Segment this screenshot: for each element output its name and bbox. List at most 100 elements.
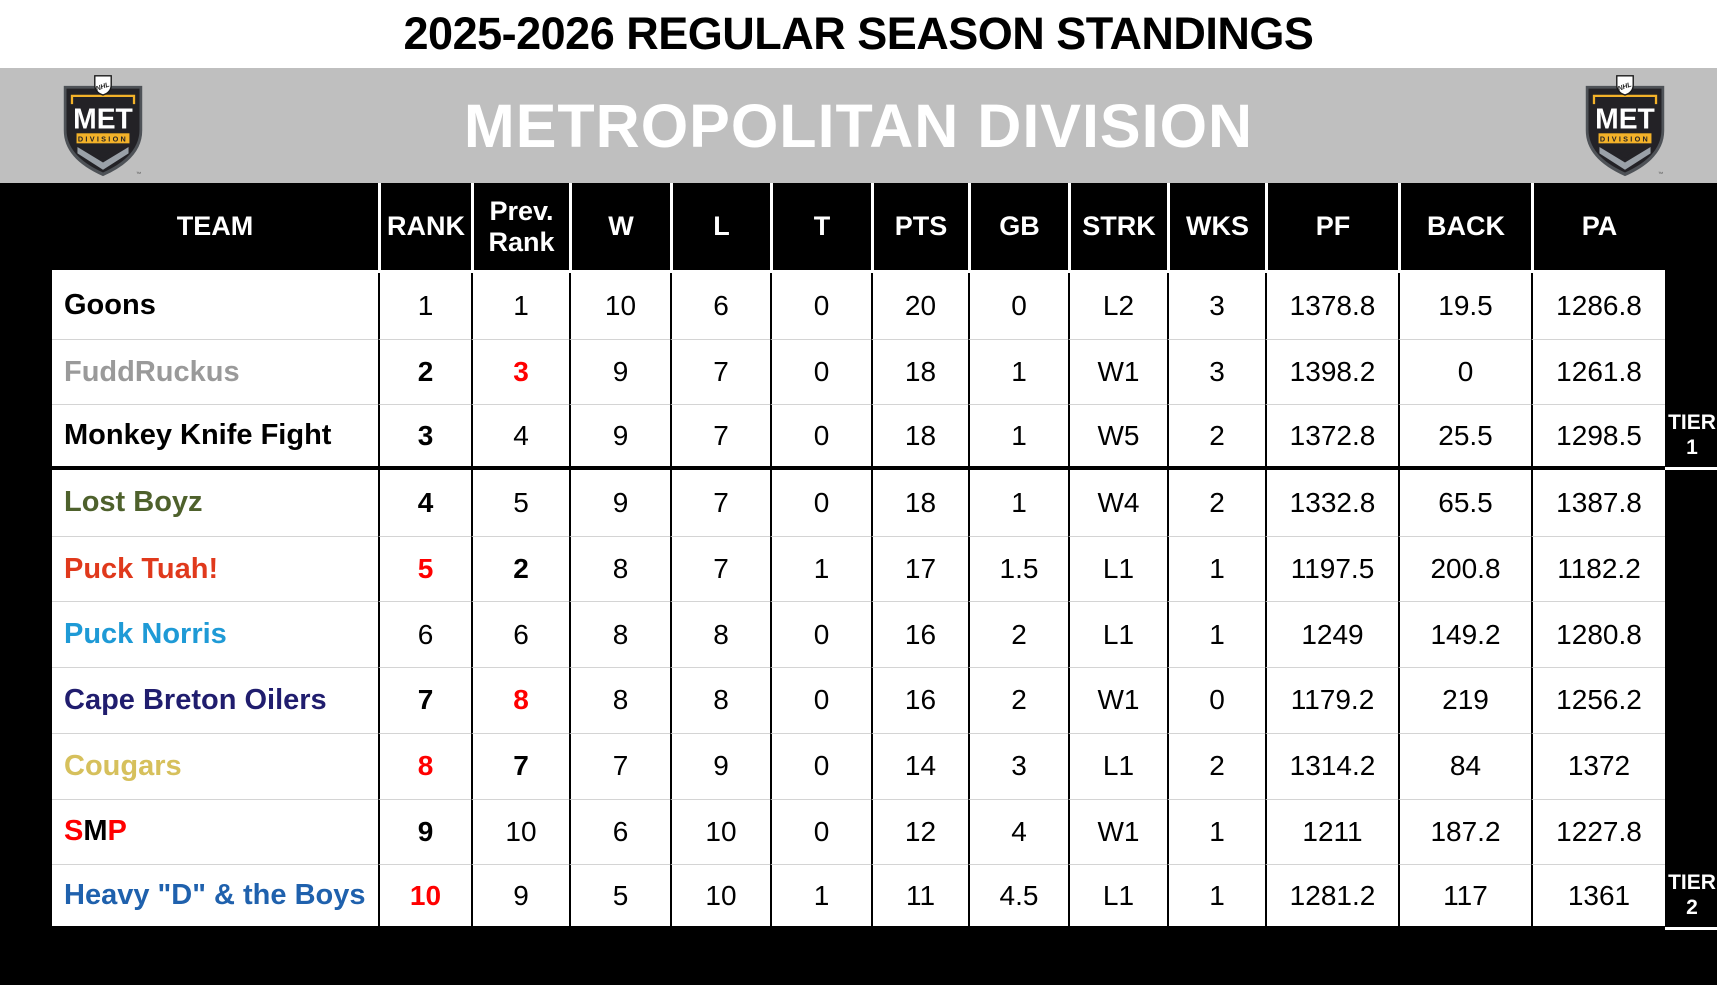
cell-pf: 1197.5 — [1265, 535, 1398, 602]
cell-pf: 1332.8 — [1265, 470, 1398, 536]
cell-pa: 1387.8 — [1531, 470, 1665, 536]
cell-wks: 1 — [1167, 535, 1265, 602]
logo-trademark: ™ — [1658, 171, 1663, 177]
cell-pf: 1211 — [1265, 798, 1398, 865]
cell-prev: 4 — [471, 404, 569, 471]
division-band: MET DIVISION NHL ™ METROPOLITAN DIVISION… — [0, 68, 1717, 183]
cell-pf: 1314.2 — [1265, 732, 1398, 799]
logo-trademark: ™ — [136, 171, 141, 177]
cell-gb: 1 — [968, 470, 1068, 536]
cell-prev: 7 — [471, 732, 569, 799]
nhl-badge-icon: NHL — [94, 75, 112, 96]
team-name: Puck Tuah! — [52, 535, 378, 602]
cell-prev: 9 — [471, 864, 569, 930]
team-row: Lost Boyz 4 5 9 7 0 18 1 W4 2 1332.8 65.5 1387.8 TIER… — [52, 470, 1717, 930]
cell-gb: 4.5 — [968, 864, 1068, 930]
cell-gb: 2 — [968, 601, 1068, 668]
cell-wks: 1 — [1167, 601, 1265, 668]
cell-wks: 1 — [1167, 864, 1265, 930]
header-t: T — [770, 183, 871, 273]
cell-wks: 3 — [1167, 273, 1265, 339]
cell-pf: 1372.8 — [1265, 404, 1398, 471]
cell-gb: 0 — [968, 273, 1068, 339]
team-name-letter: S — [64, 815, 84, 848]
tier-2-label: TIER 2 — [1665, 470, 1717, 930]
cell-pts: 16 — [871, 601, 968, 668]
cell-prev: 2 — [471, 535, 569, 602]
nhl-badge-icon: NHL — [1616, 75, 1634, 96]
cell-l: 7 — [670, 338, 770, 405]
cell-prev: 1 — [471, 273, 569, 339]
cell-rank: 7 — [378, 667, 471, 733]
cell-l: 10 — [670, 864, 770, 930]
cell-t: 0 — [770, 798, 871, 865]
cell-t: 1 — [770, 535, 871, 602]
team-row: Monkey Knife Fight 3 4 9 7 0 18 1 W5 2 1372.8 25.5 1… — [52, 404, 1717, 471]
team-name: SMP — [52, 798, 378, 865]
team-row: SMP 9 10 6 10 0 12 4 W1 1 1211 187.2 1227.8 — [52, 798, 1717, 865]
cell-pa: 1286.8 — [1531, 273, 1665, 339]
cell-pf: 1398.2 — [1265, 338, 1398, 405]
cell-pf: 1281.2 — [1265, 864, 1398, 930]
cell-strk: L1 — [1068, 732, 1167, 799]
cell-rank: 6 — [378, 601, 471, 668]
cell-back: 187.2 — [1398, 798, 1531, 865]
cell-back: 219 — [1398, 667, 1531, 733]
cell-t: 0 — [770, 667, 871, 733]
cell-w: 7 — [569, 732, 670, 799]
cell-gb: 3 — [968, 732, 1068, 799]
cell-l: 9 — [670, 732, 770, 799]
team-name-letter: M — [83, 815, 108, 848]
cell-t: 0 — [770, 338, 871, 405]
cell-gb: 4 — [968, 798, 1068, 865]
logo-ribbon — [76, 133, 130, 144]
standings-table: TEAM RANK Prev. Rank W L T PTS GB STRK WKS PF BACK P… — [52, 183, 1717, 930]
cell-wks: 0 — [1167, 667, 1265, 733]
cell-prev: 6 — [471, 601, 569, 668]
page-title: 2025-2026 REGULAR SEASON STANDINGS — [403, 8, 1314, 59]
cell-t: 0 — [770, 273, 871, 339]
cell-rank: 5 — [378, 535, 471, 602]
cell-w: 5 — [569, 864, 670, 930]
cell-prev: 10 — [471, 798, 569, 865]
cell-gb: 1.5 — [968, 535, 1068, 602]
cell-back: 117 — [1398, 864, 1531, 930]
header-strk: STRK — [1068, 183, 1167, 273]
cell-strk: L1 — [1068, 535, 1167, 602]
cell-rank: 8 — [378, 732, 471, 799]
cell-pts: 11 — [871, 864, 968, 930]
team-name: Heavy "D" & the Boys — [52, 864, 378, 930]
header-pa: PA — [1531, 183, 1665, 273]
tier-1-label: TIER 1 — [1665, 273, 1717, 471]
cell-t: 0 — [770, 404, 871, 471]
team-name: FuddRuckus — [52, 338, 378, 405]
header-rank: RANK — [378, 183, 471, 273]
table-body: Goons 1 1 10 6 0 20 0 L2 3 1378.8 19.5 1286.8 TIER 1 Fu… — [52, 273, 1717, 930]
cell-back: 25.5 — [1398, 404, 1531, 471]
logo-sub: DIVISION — [1600, 135, 1650, 144]
cell-strk: W5 — [1068, 404, 1167, 471]
cell-l: 8 — [670, 667, 770, 733]
cell-pts: 18 — [871, 404, 968, 471]
cell-prev: 5 — [471, 470, 569, 536]
cell-pf: 1179.2 — [1265, 667, 1398, 733]
cell-prev: 8 — [471, 667, 569, 733]
cell-t: 0 — [770, 470, 871, 536]
cell-strk: W4 — [1068, 470, 1167, 536]
cell-pa: 1361 — [1531, 864, 1665, 930]
logo-abbr: MET — [1595, 103, 1655, 135]
team-name: Cape Breton Oilers — [52, 667, 378, 733]
cell-pf: 1249 — [1265, 601, 1398, 668]
cell-w: 10 — [569, 273, 670, 339]
cell-pa: 1372 — [1531, 732, 1665, 799]
cell-w: 8 — [569, 601, 670, 668]
cell-l: 8 — [670, 601, 770, 668]
cell-pa: 1261.8 — [1531, 338, 1665, 405]
cell-back: 19.5 — [1398, 273, 1531, 339]
title-band: 2025-2026 REGULAR SEASON STANDINGS — [0, 0, 1717, 68]
cell-pts: 16 — [871, 667, 968, 733]
svg-text:NHL: NHL — [95, 81, 111, 92]
cell-strk: L2 — [1068, 273, 1167, 339]
cell-gb: 1 — [968, 338, 1068, 405]
cell-back: 0 — [1398, 338, 1531, 405]
